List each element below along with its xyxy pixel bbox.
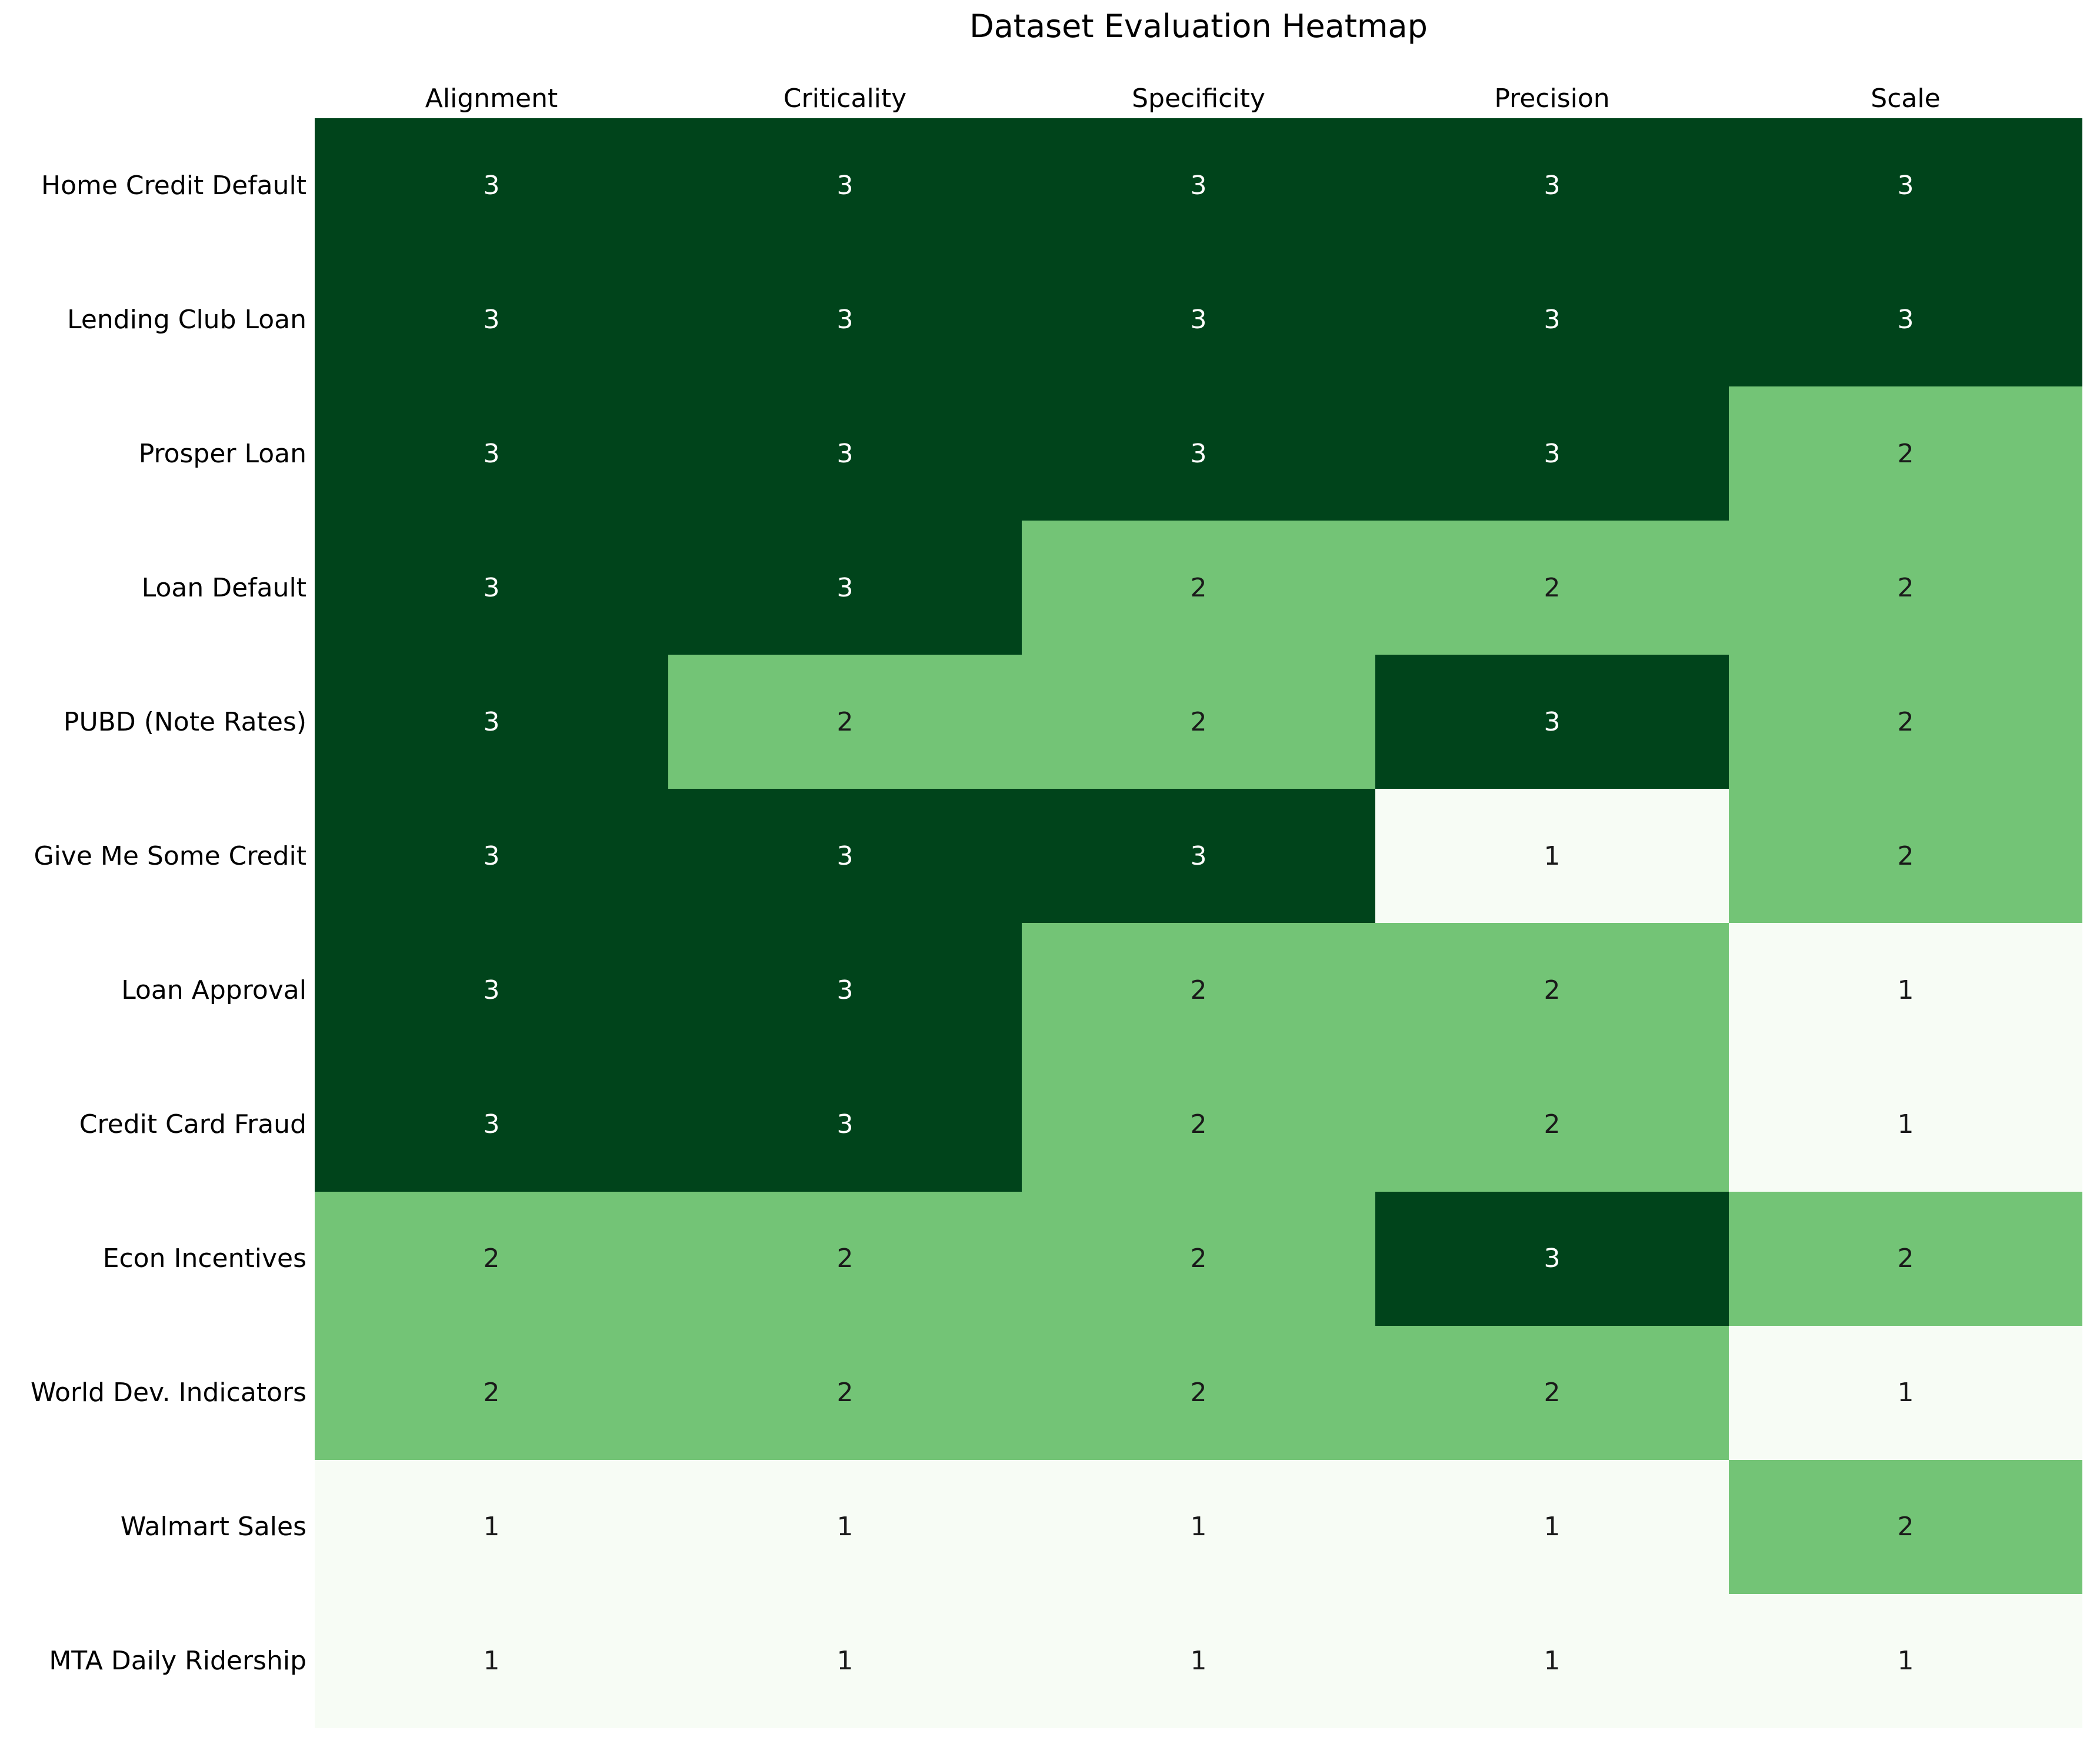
heatmap-cell: 2 [1022, 1057, 1375, 1192]
column-header: Precision [1494, 83, 1610, 114]
heatmap-cell: 1 [1375, 789, 1729, 923]
heatmap-cell: 2 [1729, 789, 2082, 923]
chart-title: Dataset Evaluation Heatmap [969, 8, 1428, 45]
heatmap-cell: 3 [1375, 252, 1729, 387]
column-header: Criticality [783, 83, 907, 114]
heatmap-cell: 2 [668, 655, 1022, 789]
heatmap-cell: 2 [668, 1325, 1022, 1460]
row-label: PUBD (Note Rates) [63, 706, 306, 737]
heatmap-cell: 3 [315, 386, 668, 521]
row-label: Econ Incentives [102, 1243, 306, 1274]
row-label: Lending Club Loan [67, 304, 306, 335]
heatmap-cell: 2 [315, 1325, 668, 1460]
heatmap-cell: 3 [668, 386, 1022, 521]
heatmap-cell: 1 [1729, 1057, 2082, 1192]
heatmap-cell: 3 [315, 1057, 668, 1192]
heatmap-cell: 3 [1375, 655, 1729, 789]
heatmap-cell: 1 [1729, 923, 2082, 1058]
row-label: World Dev. Indicators [31, 1378, 306, 1408]
row-label: Home Credit Default [41, 170, 306, 201]
heatmap-cell: 2 [1022, 1191, 1375, 1326]
heatmap-cell: 3 [1022, 118, 1375, 253]
column-headers: Alignment Criticality Specificity Precision… [315, 80, 2082, 116]
heatmap-cell: 3 [315, 655, 668, 789]
heatmap-cell: 2 [1022, 1325, 1375, 1460]
row-label: Prosper Loan [138, 438, 306, 469]
heatmap-cell: 2 [1022, 655, 1375, 789]
heatmap-cell: 1 [1729, 1593, 2082, 1728]
heatmap-cell: 3 [668, 789, 1022, 923]
heatmap-cell: 1 [1022, 1593, 1375, 1728]
heatmap-cell: 2 [668, 1191, 1022, 1326]
heatmap-cell: 3 [1022, 386, 1375, 521]
heatmap-cell: 2 [1375, 1325, 1729, 1460]
heatmap-cell: 3 [668, 118, 1022, 253]
heatmap-cell: 3 [315, 789, 668, 923]
heatmap-cell: 2 [1375, 1057, 1729, 1192]
heatmap-cell: 3 [1729, 252, 2082, 387]
heatmap-cell: 3 [315, 923, 668, 1058]
heatmap-cell: 2 [315, 1191, 668, 1326]
column-header: Scale [1871, 83, 1941, 114]
heatmap-cell: 2 [1375, 923, 1729, 1058]
row-label: Give Me Some Credit [34, 841, 306, 871]
heatmap-cell: 1 [1375, 1459, 1729, 1594]
heatmap-cell: 2 [1022, 521, 1375, 655]
heatmap-cell: 1 [1729, 1325, 2082, 1460]
heatmap-cell: 3 [315, 521, 668, 655]
heatmap-cell: 3 [1375, 386, 1729, 521]
heatmap-cell: 1 [1375, 1593, 1729, 1728]
heatmap-cell: 2 [1729, 521, 2082, 655]
heatmap-cell: 3 [315, 252, 668, 387]
heatmap-cell: 1 [315, 1593, 668, 1728]
row-label: MTA Daily Ridership [49, 1646, 306, 1676]
heatmap-cell: 3 [1022, 252, 1375, 387]
heatmap-cell: 3 [315, 118, 668, 253]
heatmap-cell: 2 [1729, 655, 2082, 789]
row-label: Credit Card Fraud [79, 1109, 306, 1140]
heatmap-cell: 3 [1022, 789, 1375, 923]
row-label: Loan Default [141, 572, 306, 603]
row-label: Loan Approval [121, 975, 306, 1006]
heatmap-cell: 3 [668, 1057, 1022, 1192]
row-label: Walmart Sales [120, 1512, 306, 1542]
heatmap-cell: 2 [1729, 1191, 2082, 1326]
heatmap-cell: 1 [668, 1593, 1022, 1728]
heatmap-cell: 2 [1375, 521, 1729, 655]
heatmap-cell: 3 [1375, 118, 1729, 253]
heatmap-cell: 2 [1022, 923, 1375, 1058]
heatmap-cell: 1 [315, 1459, 668, 1594]
heatmap-cell: 3 [668, 521, 1022, 655]
heatmap-cell: 3 [668, 923, 1022, 1058]
heatmap-cell: 2 [1729, 386, 2082, 521]
column-header: Specificity [1132, 83, 1265, 114]
heatmap-cell: 2 [1729, 1459, 2082, 1594]
heatmap-cell: 1 [668, 1459, 1022, 1594]
heatmap-cell: 1 [1022, 1459, 1375, 1594]
heatmap-cell: 3 [1729, 118, 2082, 253]
row-labels: Home Credit Default Lending Club Loan Pros… [0, 118, 306, 1728]
heatmap-cell: 3 [668, 252, 1022, 387]
column-header: Alignment [425, 83, 558, 114]
heatmap-cell: 3 [1375, 1191, 1729, 1326]
